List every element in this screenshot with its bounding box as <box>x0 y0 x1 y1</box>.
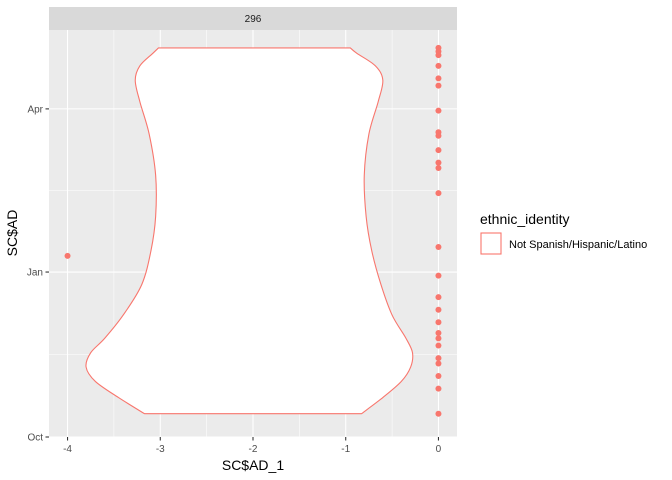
y-tick-label: Apr <box>27 104 43 115</box>
legend-key-swatch <box>480 232 502 255</box>
data-point <box>435 44 442 51</box>
y-tick-label: Jan <box>27 268 43 279</box>
facet-strip-background <box>49 7 457 30</box>
data-point <box>435 355 442 362</box>
y-axis-title: SC$AD <box>4 210 20 257</box>
violin-shape <box>85 47 414 415</box>
data-point <box>435 82 442 89</box>
data-point <box>435 190 442 197</box>
data-point <box>435 159 442 166</box>
legend: ethnic_identity Not Spanish/Hispanic/Lat… <box>480 211 647 255</box>
data-point <box>435 373 442 380</box>
x-axis: -4 -3 -2 -1 0 <box>63 437 442 455</box>
legend-entry-label: Not Spanish/Hispanic/Latino <box>509 239 647 251</box>
data-points <box>64 44 442 417</box>
data-point <box>435 147 442 154</box>
data-point <box>435 360 442 367</box>
x-tick-label: 0 <box>436 444 442 455</box>
data-point <box>435 129 442 136</box>
data-point <box>435 107 442 114</box>
data-point <box>435 75 442 82</box>
legend-title: ethnic_identity <box>480 211 570 227</box>
data-point <box>64 252 71 259</box>
data-point <box>435 385 442 392</box>
data-point <box>435 410 442 417</box>
x-axis-title: SC$AD_1 <box>222 457 284 473</box>
x-tick-label: -1 <box>341 444 350 455</box>
data-point <box>435 294 442 301</box>
y-axis: Oct Jan Apr <box>27 104 49 444</box>
facet-strip-label: 296 <box>245 14 262 25</box>
y-tick-label: Oct <box>27 433 43 444</box>
data-point <box>435 272 442 279</box>
data-point <box>435 306 442 313</box>
x-tick-label: -4 <box>63 444 72 455</box>
data-point <box>435 243 442 250</box>
data-point <box>435 330 442 337</box>
x-tick-label: -2 <box>249 444 258 455</box>
data-point <box>435 319 442 326</box>
data-point <box>435 342 442 349</box>
x-tick-label: -3 <box>156 444 165 455</box>
facet-strip: 296 <box>49 7 457 30</box>
data-point <box>435 62 442 69</box>
data-point <box>435 335 442 342</box>
data-point <box>435 165 442 172</box>
